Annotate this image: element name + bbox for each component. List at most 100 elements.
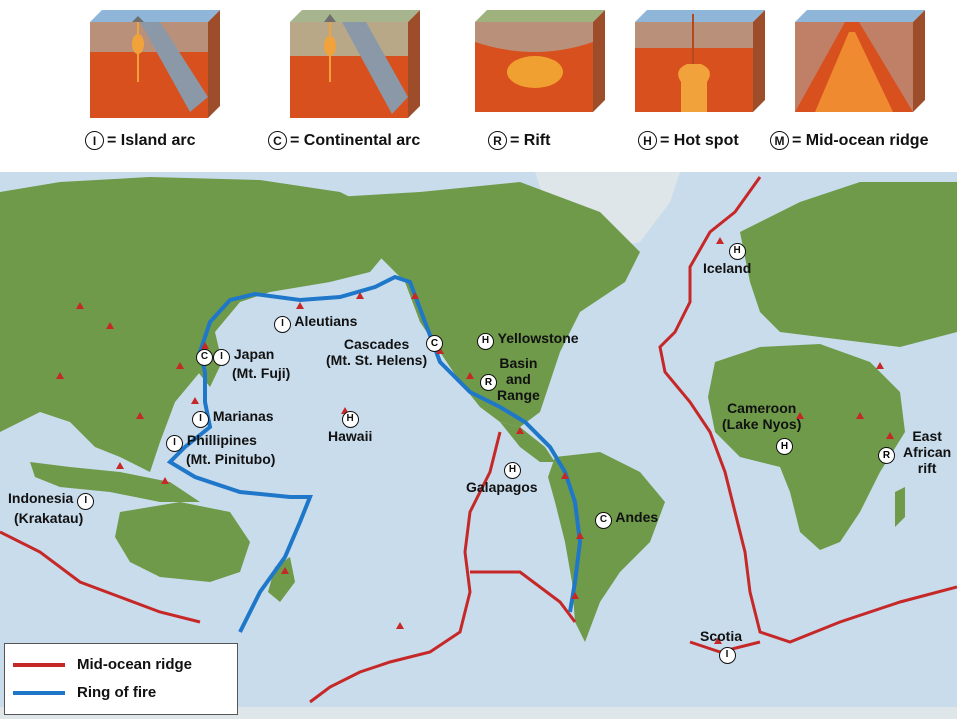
east-african-rift-label: East African rift xyxy=(903,428,951,476)
central-america xyxy=(500,422,555,462)
volcano-marker xyxy=(176,362,184,369)
map-legend: Mid-ocean ridge Ring of fire xyxy=(4,643,238,715)
mt-st-helens-name: (Mt. St. Helens) xyxy=(326,352,428,368)
japan-code-c: C xyxy=(196,348,213,366)
mt-pinitubo-label: (Mt. Pinitubo) xyxy=(186,451,276,467)
marianas-text: Marianas xyxy=(212,408,274,424)
volcano-marker xyxy=(281,567,289,574)
volcano-marker xyxy=(796,412,804,419)
volcano-marker xyxy=(396,622,404,629)
volcano-marker xyxy=(516,427,524,434)
lake-nyos-text: (Lake Nyos) xyxy=(722,416,802,432)
hawaii-label: H Hawaii xyxy=(328,408,372,444)
iceland-label: H Iceland xyxy=(703,240,751,276)
andes-code: C xyxy=(595,511,612,529)
volcano-marker xyxy=(576,532,584,539)
hawaii-code: H xyxy=(341,410,359,428)
volcano-marker xyxy=(466,372,474,379)
east-text: East xyxy=(912,428,942,444)
hot-spot-label: = Hot spot xyxy=(660,131,739,149)
australia xyxy=(115,502,250,582)
europe xyxy=(740,182,957,347)
basin-and-range-code: R xyxy=(480,374,497,391)
range-text: Range xyxy=(497,387,540,403)
volcano-marker xyxy=(411,292,419,299)
marianas-label: I Marianas xyxy=(192,408,274,428)
mid-ocean-ridge-diagram xyxy=(785,2,935,118)
mid-ocean-ridge-code: M xyxy=(770,131,789,150)
ridge-legend-label: Mid-ocean ridge xyxy=(77,656,193,673)
ring-of-fire-line xyxy=(166,274,583,633)
yellowstone-code: H xyxy=(477,332,494,350)
island-arc-code: I xyxy=(85,131,104,150)
ridge-legend-row: Mid-ocean ridge xyxy=(13,656,192,673)
volcano-marker xyxy=(856,412,864,419)
ring-swatch xyxy=(13,690,65,695)
japan-name: Japan xyxy=(233,346,275,362)
aleutians-text: Aleutians xyxy=(294,313,358,329)
and-text: and xyxy=(505,371,531,387)
volcano-marker xyxy=(76,302,84,309)
ring-legend-label: Ring of fire xyxy=(77,684,157,701)
scotia-text: Scotia xyxy=(700,628,743,644)
mid-ocean-ridge-key: M = Mid-ocean ridge xyxy=(770,131,928,150)
north-america xyxy=(335,182,640,427)
phillipines-label: I Phillipines xyxy=(166,432,257,452)
volcano-marker xyxy=(571,592,579,599)
cascades-name: Cascades xyxy=(343,336,410,352)
iceland-code: H xyxy=(728,242,746,260)
indonesia-code: I xyxy=(77,492,95,510)
mid-ocean-ridge-label: = Mid-ocean ridge xyxy=(792,131,929,149)
basin-and-range-label: Basin and Range xyxy=(497,355,540,403)
eurasia xyxy=(0,177,395,472)
rift-key: R = Rift xyxy=(488,131,550,150)
east-pacific-ridge xyxy=(309,431,502,704)
volcano-markers xyxy=(56,237,894,644)
map-graphic xyxy=(0,172,957,719)
cameroon-code: H xyxy=(776,438,793,455)
hot-spot-key: H = Hot spot xyxy=(638,131,739,150)
galapagos-text: Galapagos xyxy=(466,478,538,495)
african-text: African xyxy=(903,444,952,460)
africa xyxy=(708,344,905,550)
volcano-marker xyxy=(561,472,569,479)
cascades-code: C xyxy=(426,335,443,352)
galapagos-code: H xyxy=(504,461,521,479)
volcano-marker xyxy=(116,462,124,469)
continental-arc-label: = Continental arc xyxy=(290,131,421,149)
atlantic-ridge xyxy=(658,176,957,644)
phillipines-text: Phillipines xyxy=(186,432,257,448)
ring-legend-row: Ring of fire xyxy=(13,684,156,701)
volcano-marker xyxy=(716,237,724,244)
continental-arc-key: C = Continental arc xyxy=(268,131,420,150)
island-arc-key: I = Island arc xyxy=(85,131,196,150)
mt-fuji-label: (Mt. Fuji) xyxy=(232,365,291,381)
rift-diagram xyxy=(465,2,615,118)
volcano-marker xyxy=(876,362,884,369)
aleutians-label: I Aleutians xyxy=(274,313,357,333)
andes-text: Andes xyxy=(615,509,659,525)
krakatau-label: (Krakatau) xyxy=(14,510,84,526)
marianas-code: I xyxy=(192,410,209,428)
yellowstone-label: H Yellowstone xyxy=(477,330,579,350)
rift-text: rift xyxy=(917,460,937,476)
volcano-marker xyxy=(296,302,304,309)
galapagos-label: H Galapagos xyxy=(466,459,538,495)
volcano-marker xyxy=(56,372,64,379)
mid-ocean-ridges xyxy=(0,176,957,704)
volcano-marker xyxy=(886,432,894,439)
volcano-marker xyxy=(136,412,144,419)
indian-ridge xyxy=(0,530,201,624)
island-arc-label: = Island arc xyxy=(107,131,196,149)
volcano-marker xyxy=(201,342,209,349)
indonesia-land xyxy=(30,462,200,502)
volcano-marker xyxy=(436,347,444,354)
rift-label: = Rift xyxy=(510,131,551,149)
rift-code: R xyxy=(488,131,507,150)
volcano-marker xyxy=(161,477,169,484)
ridge-swatch xyxy=(13,662,65,667)
iceland-text: Iceland xyxy=(703,259,752,276)
yellowstone-text: Yellowstone xyxy=(497,330,579,346)
